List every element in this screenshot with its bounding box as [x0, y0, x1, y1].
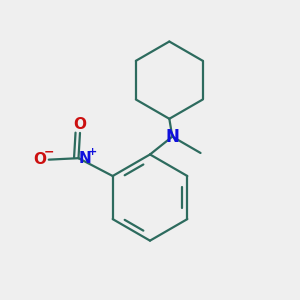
Text: O: O: [33, 152, 46, 167]
Text: N: N: [79, 151, 92, 166]
Text: +: +: [88, 147, 98, 157]
Text: −: −: [44, 146, 54, 159]
Text: O: O: [74, 117, 86, 132]
Text: N: N: [165, 128, 179, 146]
